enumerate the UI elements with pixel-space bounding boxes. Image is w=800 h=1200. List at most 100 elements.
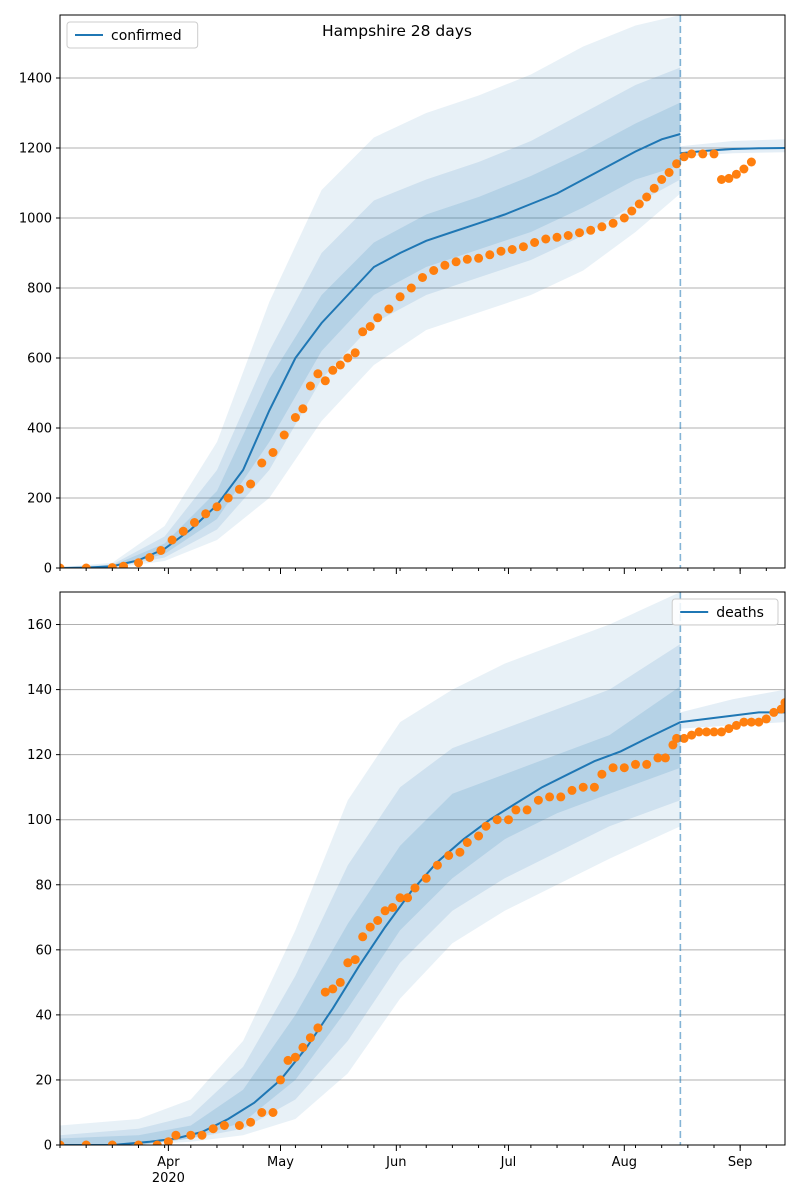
y-tick-label: 600 <box>27 352 52 367</box>
observed-point <box>119 561 128 568</box>
observed-point <box>746 157 756 167</box>
observed-point <box>81 1140 91 1145</box>
x-tick-label: Jul <box>500 1155 517 1170</box>
observed-point <box>373 916 383 925</box>
observed-point <box>694 727 704 737</box>
observed-point <box>212 502 222 512</box>
observed-point <box>268 448 278 457</box>
observed-point <box>444 851 454 860</box>
observed-point <box>739 717 749 727</box>
x-tick-sublabel: 2020 <box>152 1171 185 1186</box>
y-tick-label: 1400 <box>19 72 52 87</box>
legend: confirmed <box>66 21 199 49</box>
observed-point <box>234 484 244 494</box>
observed-point <box>313 369 323 379</box>
observed-point <box>597 769 607 779</box>
y-tick-label: 120 <box>27 748 52 763</box>
observed-point <box>474 253 484 263</box>
observed-point <box>373 313 383 323</box>
observed-point <box>586 225 596 235</box>
observed-point <box>761 714 771 724</box>
observed-point <box>298 404 308 414</box>
observed-point <box>178 526 188 536</box>
observed-point <box>504 815 513 825</box>
observed-point <box>432 860 442 870</box>
y-tick-label: 40 <box>35 1008 52 1023</box>
axes-frame <box>59 591 786 1146</box>
observed-point <box>328 984 338 994</box>
observed-point <box>672 159 682 169</box>
observed-point <box>290 1052 300 1062</box>
observed-point <box>541 234 551 244</box>
axes-frame <box>59 14 786 569</box>
observed-point <box>171 1130 181 1140</box>
observed-point <box>679 733 689 743</box>
observed-point <box>190 518 199 527</box>
observed-point <box>664 168 674 177</box>
observed-point <box>608 763 618 773</box>
observed-point <box>145 553 155 562</box>
y-tick-label: 1200 <box>19 142 52 157</box>
observed-point <box>754 717 764 727</box>
observed-point <box>219 1121 229 1130</box>
observed-point <box>350 348 360 358</box>
observed-point <box>462 838 472 847</box>
observed-point <box>395 292 405 302</box>
legend: deaths <box>671 598 779 626</box>
observed-point <box>279 430 289 440</box>
legend-box <box>671 598 779 626</box>
observed-point <box>567 785 577 795</box>
x-tick-label: May <box>267 1155 294 1170</box>
observed-point <box>533 795 543 805</box>
y-tick-label: 1000 <box>19 212 52 227</box>
y-tick-label: 0 <box>44 1139 52 1154</box>
observed-point <box>335 977 345 987</box>
observed-point <box>724 724 734 734</box>
observed-point <box>156 546 166 555</box>
observed-point <box>298 1042 308 1052</box>
x-tick-label: Jun <box>385 1155 406 1170</box>
observed-point <box>350 955 360 965</box>
observed-point <box>563 231 573 240</box>
observed-point <box>107 563 117 568</box>
observed-point <box>384 304 394 314</box>
observed-point <box>335 360 345 370</box>
confirmed-panel: 0 200 400 600 800 1000 1200 1400 confirmed <box>19 14 786 577</box>
observed-point <box>709 149 719 159</box>
observed-point <box>702 727 711 737</box>
observed-point <box>246 1117 256 1127</box>
observed-point <box>769 707 779 717</box>
observed-point <box>410 883 420 893</box>
y-tick-label: 160 <box>27 618 52 633</box>
observed-point <box>257 458 267 468</box>
observed-point <box>780 698 785 708</box>
observed-point <box>201 509 211 519</box>
observed-point <box>395 893 405 903</box>
observed-point <box>731 720 741 730</box>
observed-point <box>739 164 749 174</box>
observed-point <box>343 958 353 968</box>
observed-point <box>406 283 416 293</box>
figure-title: Hampshire 28 days <box>322 22 472 40</box>
observed-point <box>380 906 390 916</box>
observed-point <box>246 479 256 489</box>
observed-point <box>492 815 502 825</box>
observed-point <box>522 805 532 815</box>
y-tick-label: 20 <box>35 1073 52 1088</box>
observed-point <box>440 260 450 270</box>
observed-point <box>134 558 143 568</box>
model-line <box>680 147 785 155</box>
observed-point <box>305 1033 315 1043</box>
observed-point <box>485 250 495 260</box>
observed-point <box>257 1108 267 1117</box>
uncertainty-band <box>60 102 681 568</box>
observed-point <box>687 730 697 740</box>
observed-point <box>649 183 659 193</box>
observed-point <box>679 152 689 162</box>
observed-point <box>320 987 330 997</box>
observed-point <box>60 563 65 568</box>
observed-point <box>746 717 756 727</box>
x-tick-label: Apr <box>157 1155 180 1170</box>
